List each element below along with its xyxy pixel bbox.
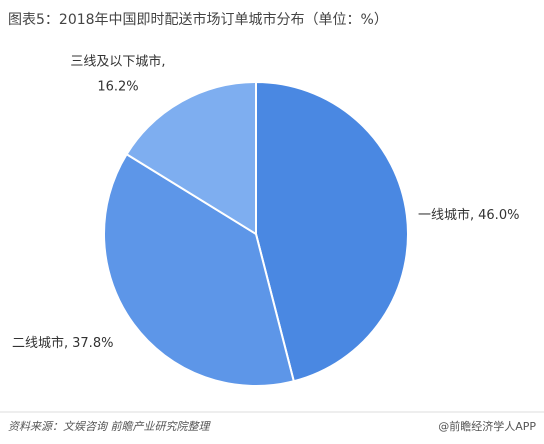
slice-label: 二线城市, bbox=[12, 335, 68, 351]
slice-label-group: 二线城市, 37.8% bbox=[12, 335, 113, 351]
pie-slice bbox=[103, 152, 296, 387]
slice-value-label: 37.8% bbox=[72, 336, 113, 351]
slice-value-label: 46.0% bbox=[478, 208, 519, 223]
slice-label-group: 一线城市, 46.0% bbox=[418, 207, 519, 223]
slice-label: 三线及以下城市, bbox=[70, 54, 165, 70]
pie-slice bbox=[255, 80, 409, 383]
slice-label: 一线城市, bbox=[418, 207, 474, 223]
source: 资料来源：文娱咨询 前瞻产业研究院整理 bbox=[8, 420, 211, 433]
brand: @前瞻经济学人APP bbox=[438, 419, 536, 433]
chart-title: 图表5：2018年中国即时配送市场订单城市分布（单位：%） bbox=[8, 11, 388, 28]
slice-value-label: 16.2% bbox=[97, 80, 138, 95]
pie-slice bbox=[125, 80, 257, 236]
